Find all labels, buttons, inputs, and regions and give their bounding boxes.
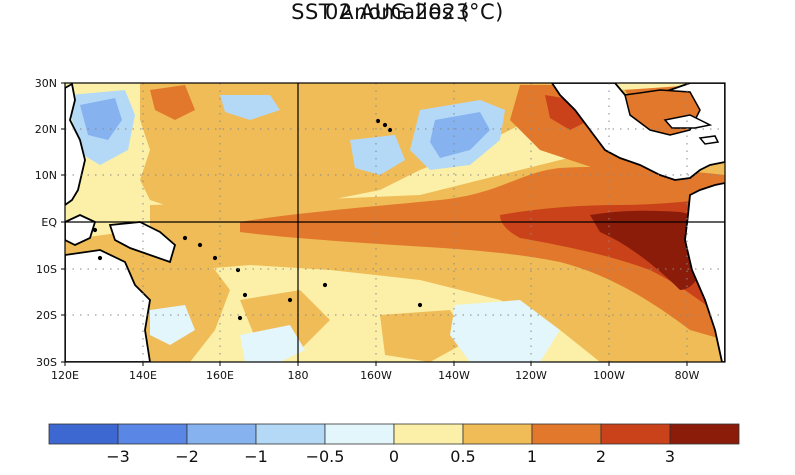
chart-date: 02 AUG 2023 <box>324 0 471 24</box>
colorbar-bin <box>324 423 395 445</box>
anomaly-region-southwest-cool <box>240 325 305 362</box>
lon-label: 120E <box>51 369 79 382</box>
colorbar-bin <box>462 423 533 445</box>
colorbar-bin <box>186 423 257 445</box>
colorbar-label: 0 <box>389 447 399 466</box>
colorbar-label: −1 <box>244 447 268 466</box>
axis-ticks <box>61 82 688 366</box>
colorbar-label: 3 <box>665 447 675 466</box>
anomaly-core-east-gt3 <box>590 210 707 290</box>
island <box>197 242 203 248</box>
chart-title: SST Anomalies (°C) <box>291 0 504 24</box>
island <box>387 127 393 133</box>
colorbar-bin <box>117 423 188 445</box>
lon-label: 140W <box>438 369 470 382</box>
island <box>382 122 388 128</box>
island <box>242 292 248 298</box>
island <box>92 227 98 233</box>
lon-label: 120W <box>515 369 547 382</box>
colorbar-bin <box>669 423 740 445</box>
lat-label: 10N <box>35 169 57 182</box>
lon-label: 80W <box>675 369 700 382</box>
anomaly-region-central-cool <box>350 135 405 175</box>
lat-label: 20N <box>35 123 57 136</box>
island <box>375 118 381 124</box>
anomaly-region-coral-sea-cool <box>150 305 195 345</box>
anomaly-region-south-orange <box>380 310 470 362</box>
lon-label: 140E <box>129 369 157 382</box>
island <box>182 235 188 241</box>
lon-label: 160E <box>206 369 234 382</box>
colorbar-bin <box>393 423 464 445</box>
colorbar-bin <box>255 423 326 445</box>
map-plot-area <box>65 83 725 362</box>
colorbar-bin <box>531 423 602 445</box>
island <box>322 282 328 288</box>
anomaly-patch-western-1to2 <box>150 85 195 120</box>
landmass-south-america <box>684 182 725 362</box>
colorbar-bin <box>48 423 119 445</box>
lon-label: 180 <box>288 369 309 382</box>
lat-label: 20S <box>36 309 57 322</box>
lat-label: 10S <box>36 263 57 276</box>
colorbar-label: −2 <box>175 447 199 466</box>
colorbar-labels: −3 −2 −1 −0.5 0 0.5 1 2 3 <box>106 447 675 466</box>
colorbar-bin <box>600 423 671 445</box>
lat-label: EQ <box>41 216 57 229</box>
island <box>287 297 293 303</box>
anomaly-region-dateline-cool <box>220 95 280 120</box>
colorbar-label: 0.5 <box>450 447 475 466</box>
island-hispaniola <box>698 135 720 145</box>
pacific-islands <box>92 118 423 321</box>
colorbar-label: 1 <box>527 447 537 466</box>
lon-label: 160W <box>360 369 392 382</box>
latitude-labels: 30N 20N 10N EQ 10S 20S 30S <box>35 77 58 369</box>
lat-label: 30N <box>35 77 57 90</box>
island <box>97 255 103 261</box>
lon-label: 100W <box>593 369 625 382</box>
island <box>417 302 423 308</box>
grid-lines <box>65 83 725 362</box>
colorbar-label: −3 <box>106 447 130 466</box>
colorbar-label: 2 <box>596 447 606 466</box>
island <box>237 315 243 321</box>
longitude-labels: 120E 140E 160E 180 160W 140W 120W 100W 8… <box>51 369 700 382</box>
landmass-australia <box>65 249 151 362</box>
colorbar <box>48 423 740 445</box>
anomaly-patch-north-2to3 <box>545 95 590 130</box>
lat-label: 30S <box>36 356 57 369</box>
colorbar-label: −0.5 <box>306 447 345 466</box>
island <box>212 255 218 261</box>
anomaly-region-north-pacific-cold <box>430 112 490 158</box>
